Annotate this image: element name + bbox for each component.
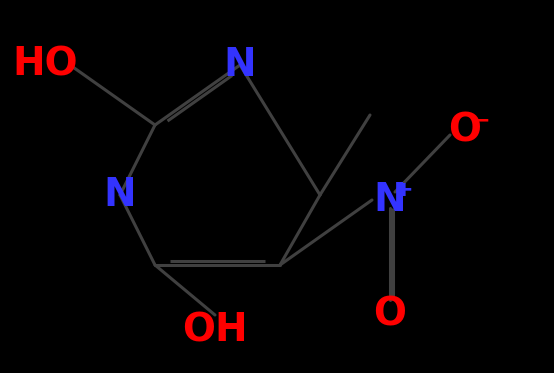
Text: O: O [449, 111, 481, 149]
Text: O: O [373, 296, 407, 334]
Text: N: N [224, 46, 257, 84]
Text: HO: HO [12, 46, 78, 84]
Text: N: N [374, 181, 406, 219]
Text: −: − [471, 110, 490, 130]
Text: +: + [394, 180, 413, 200]
Text: OH: OH [182, 311, 248, 349]
Text: N: N [104, 176, 136, 214]
